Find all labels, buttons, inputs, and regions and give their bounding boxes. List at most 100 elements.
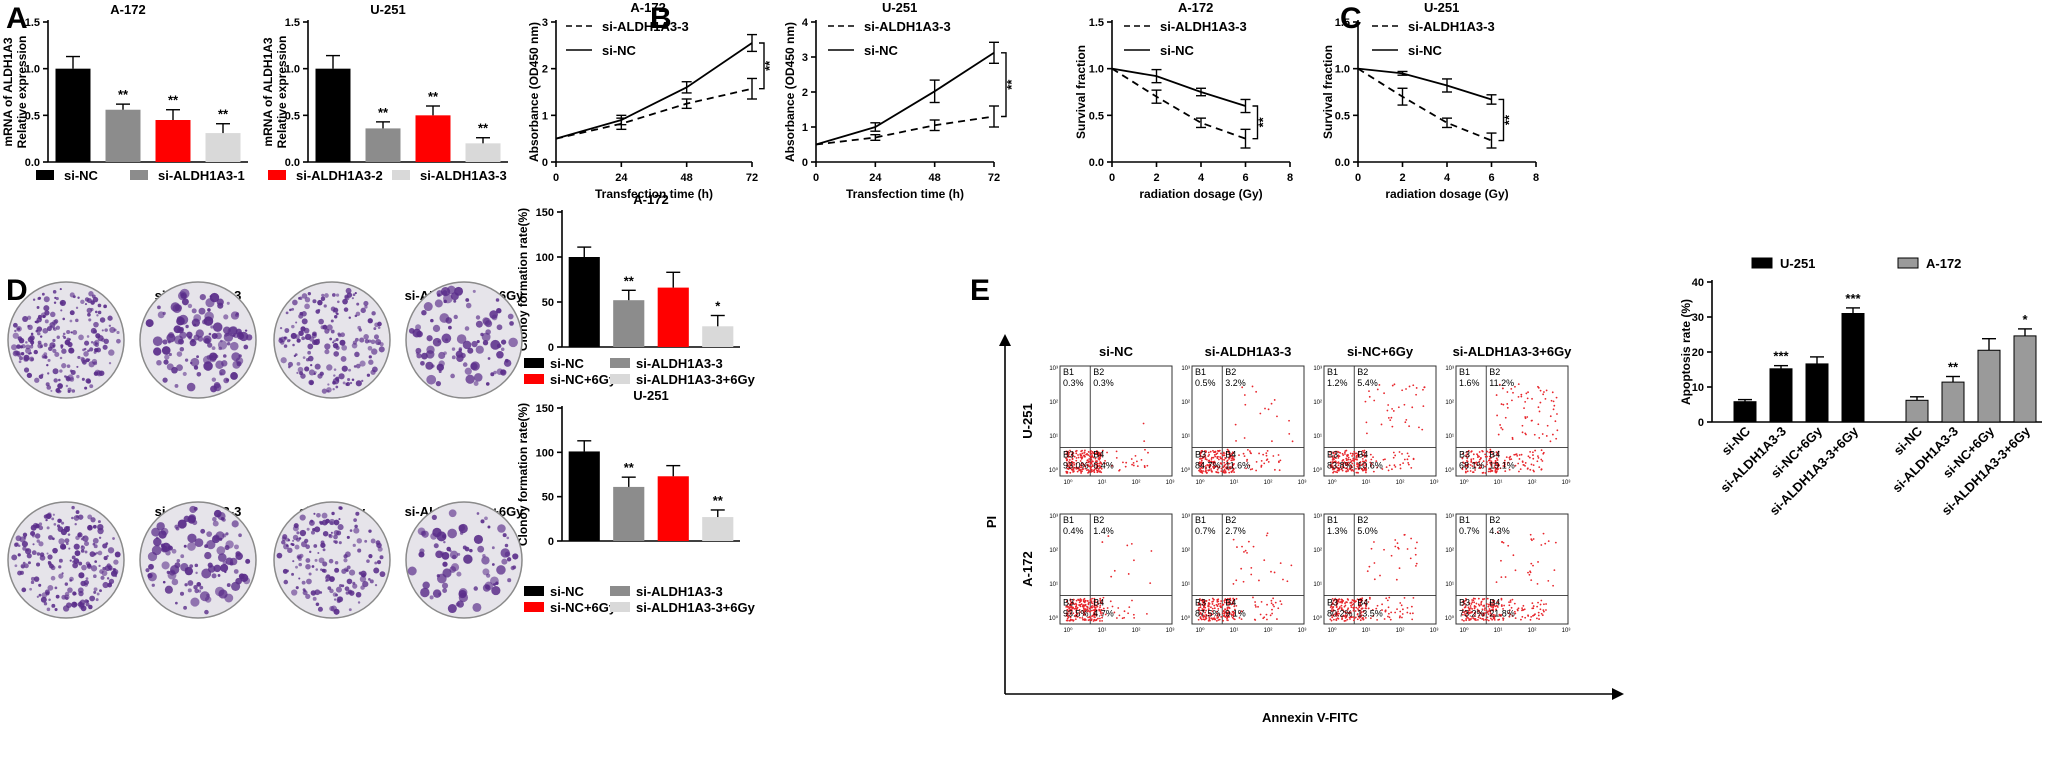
colony <box>209 356 217 363</box>
event-dot <box>1514 617 1517 620</box>
event-dot <box>1391 468 1393 471</box>
event-dot <box>1244 549 1247 552</box>
event-dot <box>1222 612 1224 615</box>
colony <box>54 351 60 357</box>
event-dot <box>1086 464 1089 466</box>
event-dot <box>1274 601 1277 604</box>
colony <box>45 382 50 387</box>
event-dot <box>1231 457 1233 460</box>
legend-swatch <box>1897 257 1919 269</box>
event-dot <box>1084 467 1087 470</box>
event-dot <box>1533 470 1535 473</box>
colony <box>438 592 442 596</box>
event-dot <box>1545 603 1547 605</box>
colony <box>226 342 231 346</box>
event-dot <box>1498 614 1501 617</box>
event-dot <box>1512 554 1515 557</box>
colony <box>420 360 425 366</box>
x-tick-label: 0 <box>1109 172 1115 184</box>
event-dot <box>1204 618 1207 620</box>
event-dot <box>1075 599 1078 602</box>
event-dot <box>1359 599 1362 602</box>
event-dot <box>1071 461 1074 464</box>
event-dot <box>1538 466 1541 469</box>
event-dot <box>1503 604 1506 607</box>
event-dot <box>1069 449 1071 452</box>
colony <box>379 571 386 578</box>
event-dot <box>1332 458 1335 461</box>
colony <box>75 318 79 323</box>
event-dot <box>1088 458 1091 460</box>
event-dot <box>1538 410 1541 413</box>
event-dot <box>1408 385 1411 388</box>
quadrant-value: 84.7% <box>1195 460 1221 470</box>
event-dot <box>1206 463 1209 466</box>
event-dot <box>1497 450 1500 453</box>
colony <box>72 329 78 335</box>
colony <box>34 533 41 539</box>
event-dot <box>1555 437 1558 440</box>
event-dot <box>1500 403 1503 405</box>
event-dot <box>1212 600 1214 603</box>
colony <box>28 352 31 355</box>
event-dot <box>1422 405 1425 408</box>
event-dot <box>1509 613 1512 616</box>
event-dot <box>1278 469 1281 472</box>
colony <box>307 292 312 296</box>
event-dot <box>1387 469 1390 472</box>
colony <box>187 588 192 593</box>
colony <box>334 567 340 573</box>
event-dot <box>1532 457 1535 460</box>
event-dot <box>1245 460 1248 462</box>
event-dot <box>1483 613 1486 616</box>
x-tick-label: 10¹ <box>1362 480 1371 486</box>
colony <box>355 363 361 369</box>
event-dot <box>1403 597 1406 599</box>
event-dot <box>1104 462 1106 465</box>
colony <box>50 575 56 581</box>
colony <box>62 332 66 336</box>
event-dot <box>1554 420 1557 423</box>
colony <box>329 606 335 612</box>
event-dot <box>1098 456 1100 459</box>
event-dot <box>1248 464 1251 467</box>
event-dot <box>1349 464 1352 467</box>
event-dot <box>1349 601 1352 604</box>
event-dot <box>1201 599 1204 602</box>
event-dot <box>1478 460 1481 463</box>
event-dot <box>1329 455 1331 457</box>
x-tick-label: 10³ <box>1298 628 1307 634</box>
event-dot <box>1390 554 1393 557</box>
event-dot <box>1099 597 1102 600</box>
event-dot <box>1127 612 1130 615</box>
colony <box>371 348 378 355</box>
quadrant-value: 5.0% <box>1357 526 1378 536</box>
event-dot <box>1525 392 1528 395</box>
event-dot <box>1412 458 1415 461</box>
event-dot <box>1115 456 1118 459</box>
colony <box>315 602 320 607</box>
event-dot <box>1095 614 1097 617</box>
x-tick-label: 10⁰ <box>1063 627 1073 634</box>
event-dot <box>1353 464 1356 467</box>
event-dot <box>1365 460 1367 462</box>
event-dot <box>1343 466 1346 469</box>
event-dot <box>1494 469 1497 472</box>
event-dot <box>1198 469 1200 472</box>
event-dot <box>1228 462 1231 465</box>
event-dot <box>1480 603 1483 606</box>
event-dot <box>1336 466 1339 469</box>
event-dot <box>1199 464 1201 467</box>
event-dot <box>1356 598 1359 601</box>
colony <box>338 506 342 510</box>
colony <box>357 548 362 553</box>
colony <box>193 365 199 370</box>
event-dot <box>1469 605 1472 607</box>
x-tick-label: 10⁰ <box>1063 479 1073 486</box>
colony <box>87 524 93 531</box>
quadrant-value: 4.3% <box>1489 526 1510 536</box>
significance-mark: * <box>2022 312 2028 327</box>
colony <box>215 354 219 359</box>
event-dot <box>1271 440 1273 443</box>
event-dot <box>1409 557 1412 560</box>
